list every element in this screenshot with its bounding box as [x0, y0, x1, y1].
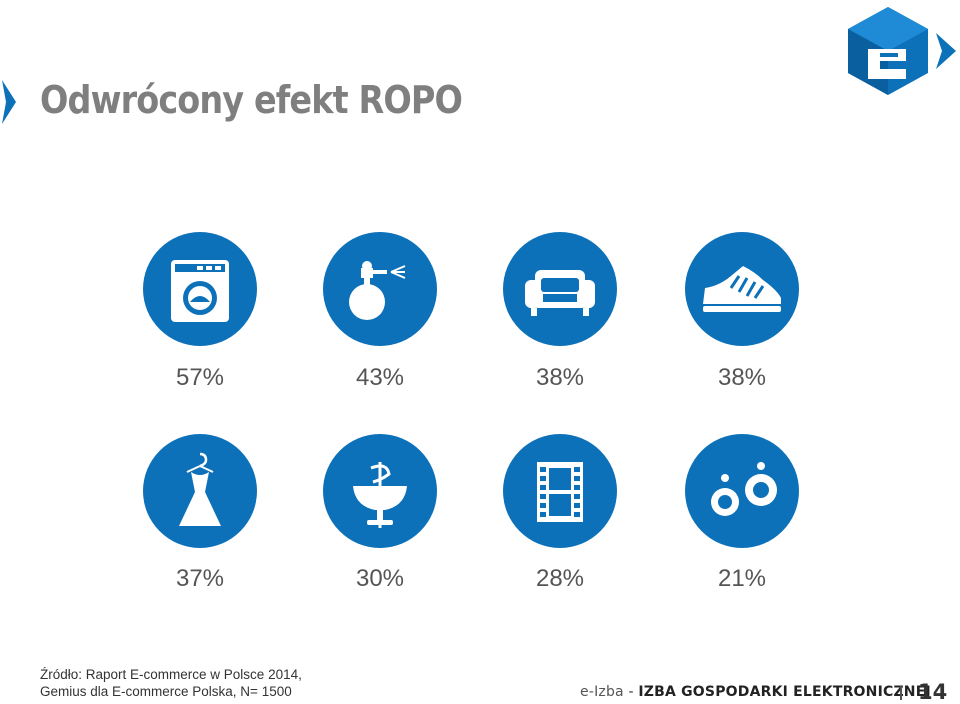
pharmacy-circle	[323, 434, 437, 548]
earrings-icon	[711, 462, 777, 516]
sofa-circle	[503, 232, 617, 346]
sneaker-icon	[703, 266, 781, 312]
page-number: 14	[918, 680, 948, 704]
percent-dress: 37%	[175, 565, 225, 592]
percent-perfume: 43%	[355, 364, 405, 391]
pharmacy-icon	[353, 462, 407, 528]
percent-pharmacy: 30%	[355, 565, 405, 592]
dress-circle	[143, 434, 257, 548]
source-line-2: Gemius dla E-commerce Polska, N= 1500	[40, 684, 292, 699]
percent-earrings: 21%	[717, 565, 767, 592]
title-arrow-icon	[2, 80, 16, 124]
source-line-1: Źródło: Raport E-commerce w Polsce 2014,	[40, 667, 302, 682]
footer-divider	[900, 686, 902, 700]
percent-sofa: 38%	[535, 364, 585, 391]
washing-machine-circle	[143, 232, 257, 346]
sneaker-circle	[685, 232, 799, 346]
footer-brand: e-Izba	[580, 684, 624, 700]
earrings-circle	[685, 434, 799, 548]
source-note: Źródło: Raport E-commerce w Polsce 2014,…	[40, 666, 302, 700]
percent-film: 28%	[535, 565, 585, 592]
footer-separator: -	[623, 684, 639, 700]
sofa-icon	[525, 270, 595, 316]
percent-washing-machine: 57%	[175, 364, 225, 391]
e-izba-logo-icon	[848, 7, 956, 95]
perfume-circle	[323, 232, 437, 346]
perfume-icon	[349, 261, 406, 320]
page-title: Odwrócony efekt ROPO	[40, 78, 463, 122]
footer-org-name: IZBA GOSPODARKI ELEKTRONICZNEJ	[638, 684, 931, 700]
film-icon	[537, 462, 583, 522]
washing-machine-icon	[171, 260, 229, 322]
dress-icon	[179, 452, 221, 526]
film-circle	[503, 434, 617, 548]
percent-sneaker: 38%	[717, 364, 767, 391]
footer-organization: e-Izba - IZBA GOSPODARKI ELEKTRONICZNEJ	[580, 684, 931, 700]
